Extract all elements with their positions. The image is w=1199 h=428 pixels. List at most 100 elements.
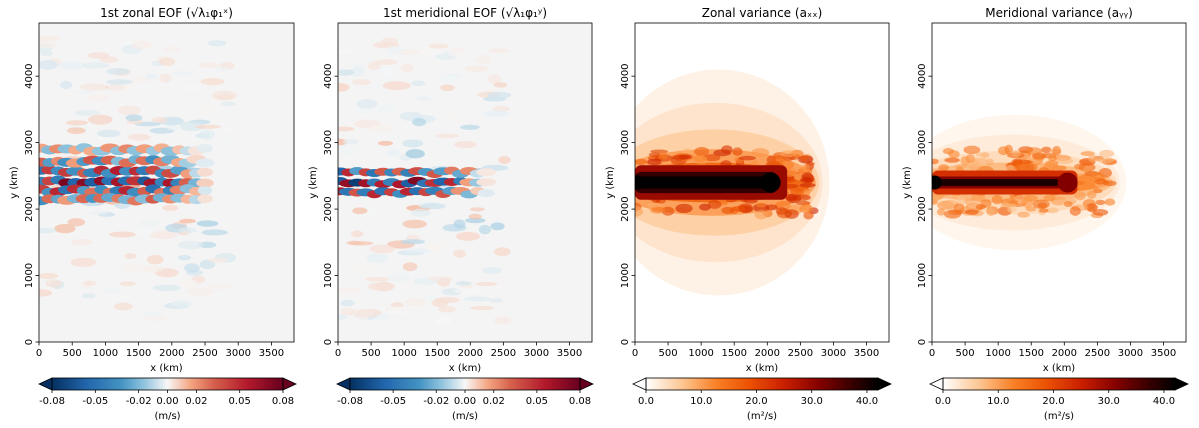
eddy-blob (199, 259, 216, 270)
x-axis-label: x (km) (150, 363, 183, 374)
field-2 (338, 37, 512, 326)
colorbar-tick-label: 20.0 (1042, 396, 1064, 407)
eddy-blob (60, 80, 73, 90)
eddy-blob (71, 238, 93, 246)
eddy-blob (195, 106, 220, 114)
x-tick-label: 2000 (755, 348, 780, 359)
colorbar-tick-label: 10.0 (987, 396, 1009, 407)
eddy-blob (196, 220, 219, 227)
eddy-blob (465, 65, 489, 72)
variance-speckle (754, 209, 768, 220)
x-tick-label: 0 (36, 348, 42, 359)
x-tick-label: 1000 (985, 348, 1010, 359)
eddy-blob (119, 281, 137, 286)
y-axis-label: y (km) (605, 166, 616, 199)
y-tick-label: 0 (323, 339, 334, 345)
variance-speckle (1052, 145, 1062, 156)
variance-speckle (1048, 155, 1057, 162)
colorbar: 0.0 10.0 20.0 30.0 40.0 (m²/s) (632, 377, 892, 422)
eddy-blob (403, 248, 431, 254)
eddy-blob (468, 213, 482, 220)
eddy-blob (87, 52, 110, 59)
eddy-blob (194, 124, 222, 129)
variance-speckle (999, 203, 1018, 208)
eddy-blob (338, 287, 362, 294)
eddy-blob (376, 104, 397, 114)
eddy-blob (338, 126, 355, 132)
variance-source (932, 175, 942, 190)
x-tick-label: 3500 (1151, 348, 1176, 359)
eddy-blob (179, 279, 199, 289)
x-tick-label: 500 (659, 348, 678, 359)
eddy-blob (179, 218, 197, 224)
y-tick-label: 2000 (24, 196, 35, 221)
y-tick-label: 3000 (917, 130, 928, 155)
variance-speckle (1041, 146, 1052, 154)
eddy-blob (349, 241, 374, 246)
eddy-blob (200, 78, 225, 86)
colorbar-extend-low (38, 377, 53, 391)
eddy-blob (57, 61, 86, 70)
x-tick-label: 2500 (192, 348, 217, 359)
colorbar: -0.08 -0.05 -0.02 0.00 0.02 0.05 0.08 (m/s) (336, 377, 594, 422)
eddy-blob (440, 84, 455, 92)
colorbar-frame (942, 377, 1176, 391)
panel-title: 1st meridional EOF (√λ₁φ₁ʸ) (383, 6, 547, 20)
eddy-blob (402, 139, 424, 148)
colorbar-tick-label: 0.02 (483, 396, 505, 407)
variance-speckle (789, 188, 805, 196)
colorbar-frame (645, 377, 879, 391)
y-tick-label: 1000 (323, 263, 334, 288)
variance-speckle (703, 154, 721, 162)
eddy-blob (436, 133, 459, 139)
variance-speckle (721, 206, 735, 215)
eddy-blob (453, 219, 466, 229)
colorbar-extend-low (632, 377, 647, 391)
eddy-blob (487, 74, 501, 84)
colorbar-body (943, 378, 1175, 390)
eddy-blob (166, 125, 179, 131)
colorbar-tick-label: -0.05 (380, 396, 406, 407)
eof-cell (196, 167, 214, 177)
eddy-blob (149, 230, 178, 239)
eddy-blob (39, 36, 60, 42)
eddy-blob (70, 257, 97, 267)
x-tick-label: 2000 (1052, 348, 1077, 359)
y-tick-label: 4000 (917, 63, 928, 88)
eddy-blob (82, 62, 110, 69)
y-tick-label: 3000 (24, 130, 35, 155)
eddy-blob (143, 312, 162, 317)
variance-speckle (1063, 201, 1073, 208)
eof-cell (476, 168, 496, 177)
variance-speckle (942, 148, 955, 155)
variance-core (635, 176, 771, 189)
eddy-blob (454, 141, 477, 149)
y-tick-label: 4000 (620, 63, 631, 88)
x-tick-label: 2500 (491, 348, 516, 359)
variance-speckle (1013, 163, 1029, 171)
colorbar-label: (m²/s) (747, 411, 777, 422)
eddy-blob (186, 287, 214, 296)
axes-frame (931, 22, 1187, 343)
variance-source (635, 175, 645, 190)
eddy-blob (74, 109, 100, 116)
axes-frame (634, 22, 890, 343)
colorbar-label: (m²/s) (1044, 411, 1074, 422)
variance-speckle (1069, 206, 1081, 216)
eddy-blob (214, 67, 231, 72)
eddy-blob (378, 140, 393, 146)
eddy-blob (39, 41, 57, 49)
eddy-blob (438, 305, 456, 313)
eddy-blob (88, 210, 108, 215)
variance-speckle (1095, 199, 1106, 205)
eddy-blob (370, 124, 392, 134)
eddy-blob (107, 82, 135, 93)
eddy-blob (184, 263, 200, 273)
eddy-blob (410, 208, 431, 217)
eddy-blob (210, 283, 234, 290)
eddy-blob (54, 223, 76, 234)
variance-speckle (1080, 151, 1095, 157)
colorbar-tick-label: -0.08 (337, 396, 363, 407)
eddy-blob (338, 83, 350, 92)
variance-speckle (1091, 172, 1105, 179)
